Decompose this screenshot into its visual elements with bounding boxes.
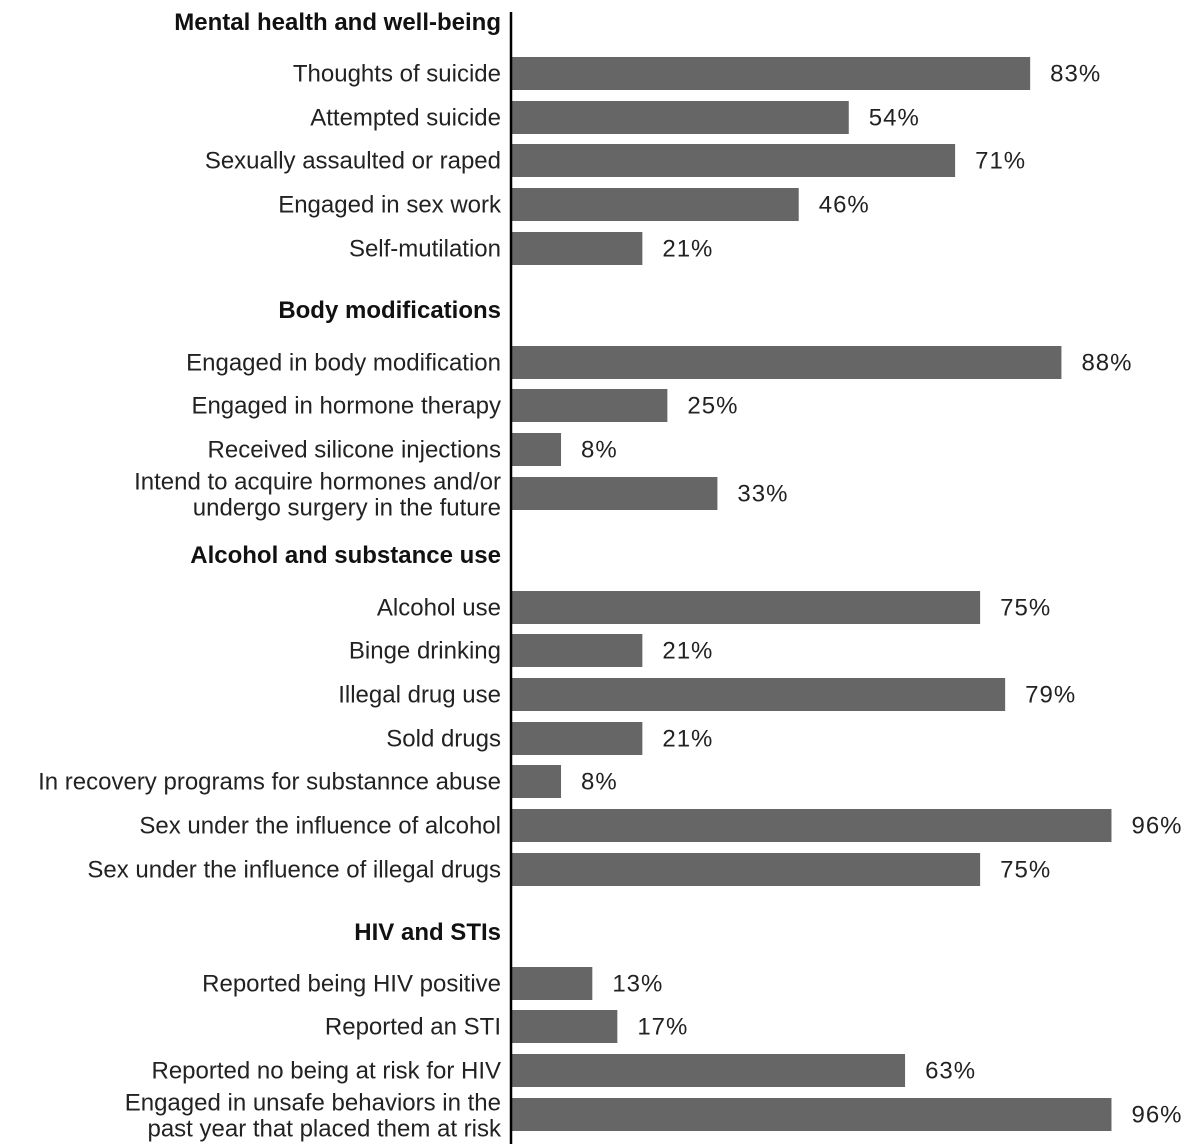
bar xyxy=(511,1010,618,1043)
group-title: Body modifications xyxy=(278,297,501,324)
category-label-line: undergo surgery in the future xyxy=(193,495,501,522)
value-label: 88% xyxy=(1081,350,1132,377)
value-label: 54% xyxy=(869,105,920,132)
category-label: Engaged in body modification xyxy=(186,350,501,377)
category-label: Reported no being at risk for HIV xyxy=(151,1058,501,1085)
group-title: Alcohol and substance use xyxy=(190,542,501,569)
value-label: 83% xyxy=(1050,61,1101,88)
bar xyxy=(511,765,562,798)
category-label: Received silicone injections xyxy=(208,437,501,464)
category-label-line: past year that placed them at risk xyxy=(147,1116,502,1143)
bar xyxy=(511,809,1112,842)
category-label: Engaged in hormone therapy xyxy=(191,393,501,420)
category-label-line: Intend to acquire hormones and/or xyxy=(134,469,501,496)
bar xyxy=(511,101,849,134)
value-label: 21% xyxy=(662,638,713,665)
category-label: Illegal drug use xyxy=(338,682,501,709)
value-label: 63% xyxy=(925,1058,976,1085)
category-label: Sex under the influence of illegal drugs xyxy=(87,857,501,884)
category-label: In recovery programs for substannce abus… xyxy=(38,769,501,796)
group-2: Body modifications Engaged in body modifi… xyxy=(134,297,1132,522)
category-label: Thoughts of suicide xyxy=(293,61,501,88)
category-label: Binge drinking xyxy=(349,638,501,665)
value-label: 8% xyxy=(581,437,618,464)
bar xyxy=(511,57,1031,90)
category-label: Sex under the influence of alcohol xyxy=(139,813,501,840)
value-label: 75% xyxy=(1000,857,1051,884)
category-label: Engaged in sex work xyxy=(278,192,502,219)
value-label: 17% xyxy=(637,1014,688,1041)
bar xyxy=(511,722,643,755)
bar xyxy=(511,389,668,422)
bar xyxy=(511,232,643,265)
value-label: 71% xyxy=(975,148,1026,175)
value-label: 96% xyxy=(1131,1102,1182,1129)
bar xyxy=(511,1054,906,1087)
value-label: 8% xyxy=(581,769,618,796)
bar xyxy=(511,477,718,510)
category-label-line: Engaged in unsafe behaviors in the xyxy=(125,1090,501,1117)
value-label: 13% xyxy=(612,971,663,998)
bar xyxy=(511,634,643,667)
value-label: 75% xyxy=(1000,595,1051,622)
group-title: HIV and STIs xyxy=(354,919,501,946)
bar xyxy=(511,188,799,221)
category-label: Self-mutilation xyxy=(349,236,501,263)
value-label: 79% xyxy=(1025,682,1076,709)
value-label: 21% xyxy=(662,726,713,753)
value-label: 25% xyxy=(687,393,738,420)
category-label: Engaged in unsafe behaviors in the past y… xyxy=(125,1090,502,1143)
category-label: Reported being HIV positive xyxy=(202,971,501,998)
bar xyxy=(511,853,981,886)
bar xyxy=(511,1098,1112,1131)
value-label: 33% xyxy=(737,481,788,508)
category-label: Reported an STI xyxy=(325,1014,501,1041)
value-label: 21% xyxy=(662,236,713,263)
group-title: Mental health and well-being xyxy=(174,9,501,36)
category-label: Alcohol use xyxy=(377,595,501,622)
value-label: 96% xyxy=(1131,813,1182,840)
bar xyxy=(511,591,981,624)
category-label: Sold drugs xyxy=(386,726,501,753)
category-label: Intend to acquire hormones and/or undergo… xyxy=(134,469,501,522)
category-label: Sexually assaulted or raped xyxy=(205,148,501,175)
bar xyxy=(511,967,593,1000)
category-label: Attempted suicide xyxy=(310,105,501,132)
group-1: Mental health and well-being Thoughts of … xyxy=(174,9,1101,265)
bar xyxy=(511,346,1062,379)
bar xyxy=(511,144,956,177)
value-label: 46% xyxy=(819,192,870,219)
group-4: HIV and STIs Reported being HIV positive 1… xyxy=(125,919,1182,1143)
bar xyxy=(511,678,1006,711)
group-3: Alcohol and substance use Alcohol use 75% B… xyxy=(38,542,1182,886)
bar xyxy=(511,433,562,466)
